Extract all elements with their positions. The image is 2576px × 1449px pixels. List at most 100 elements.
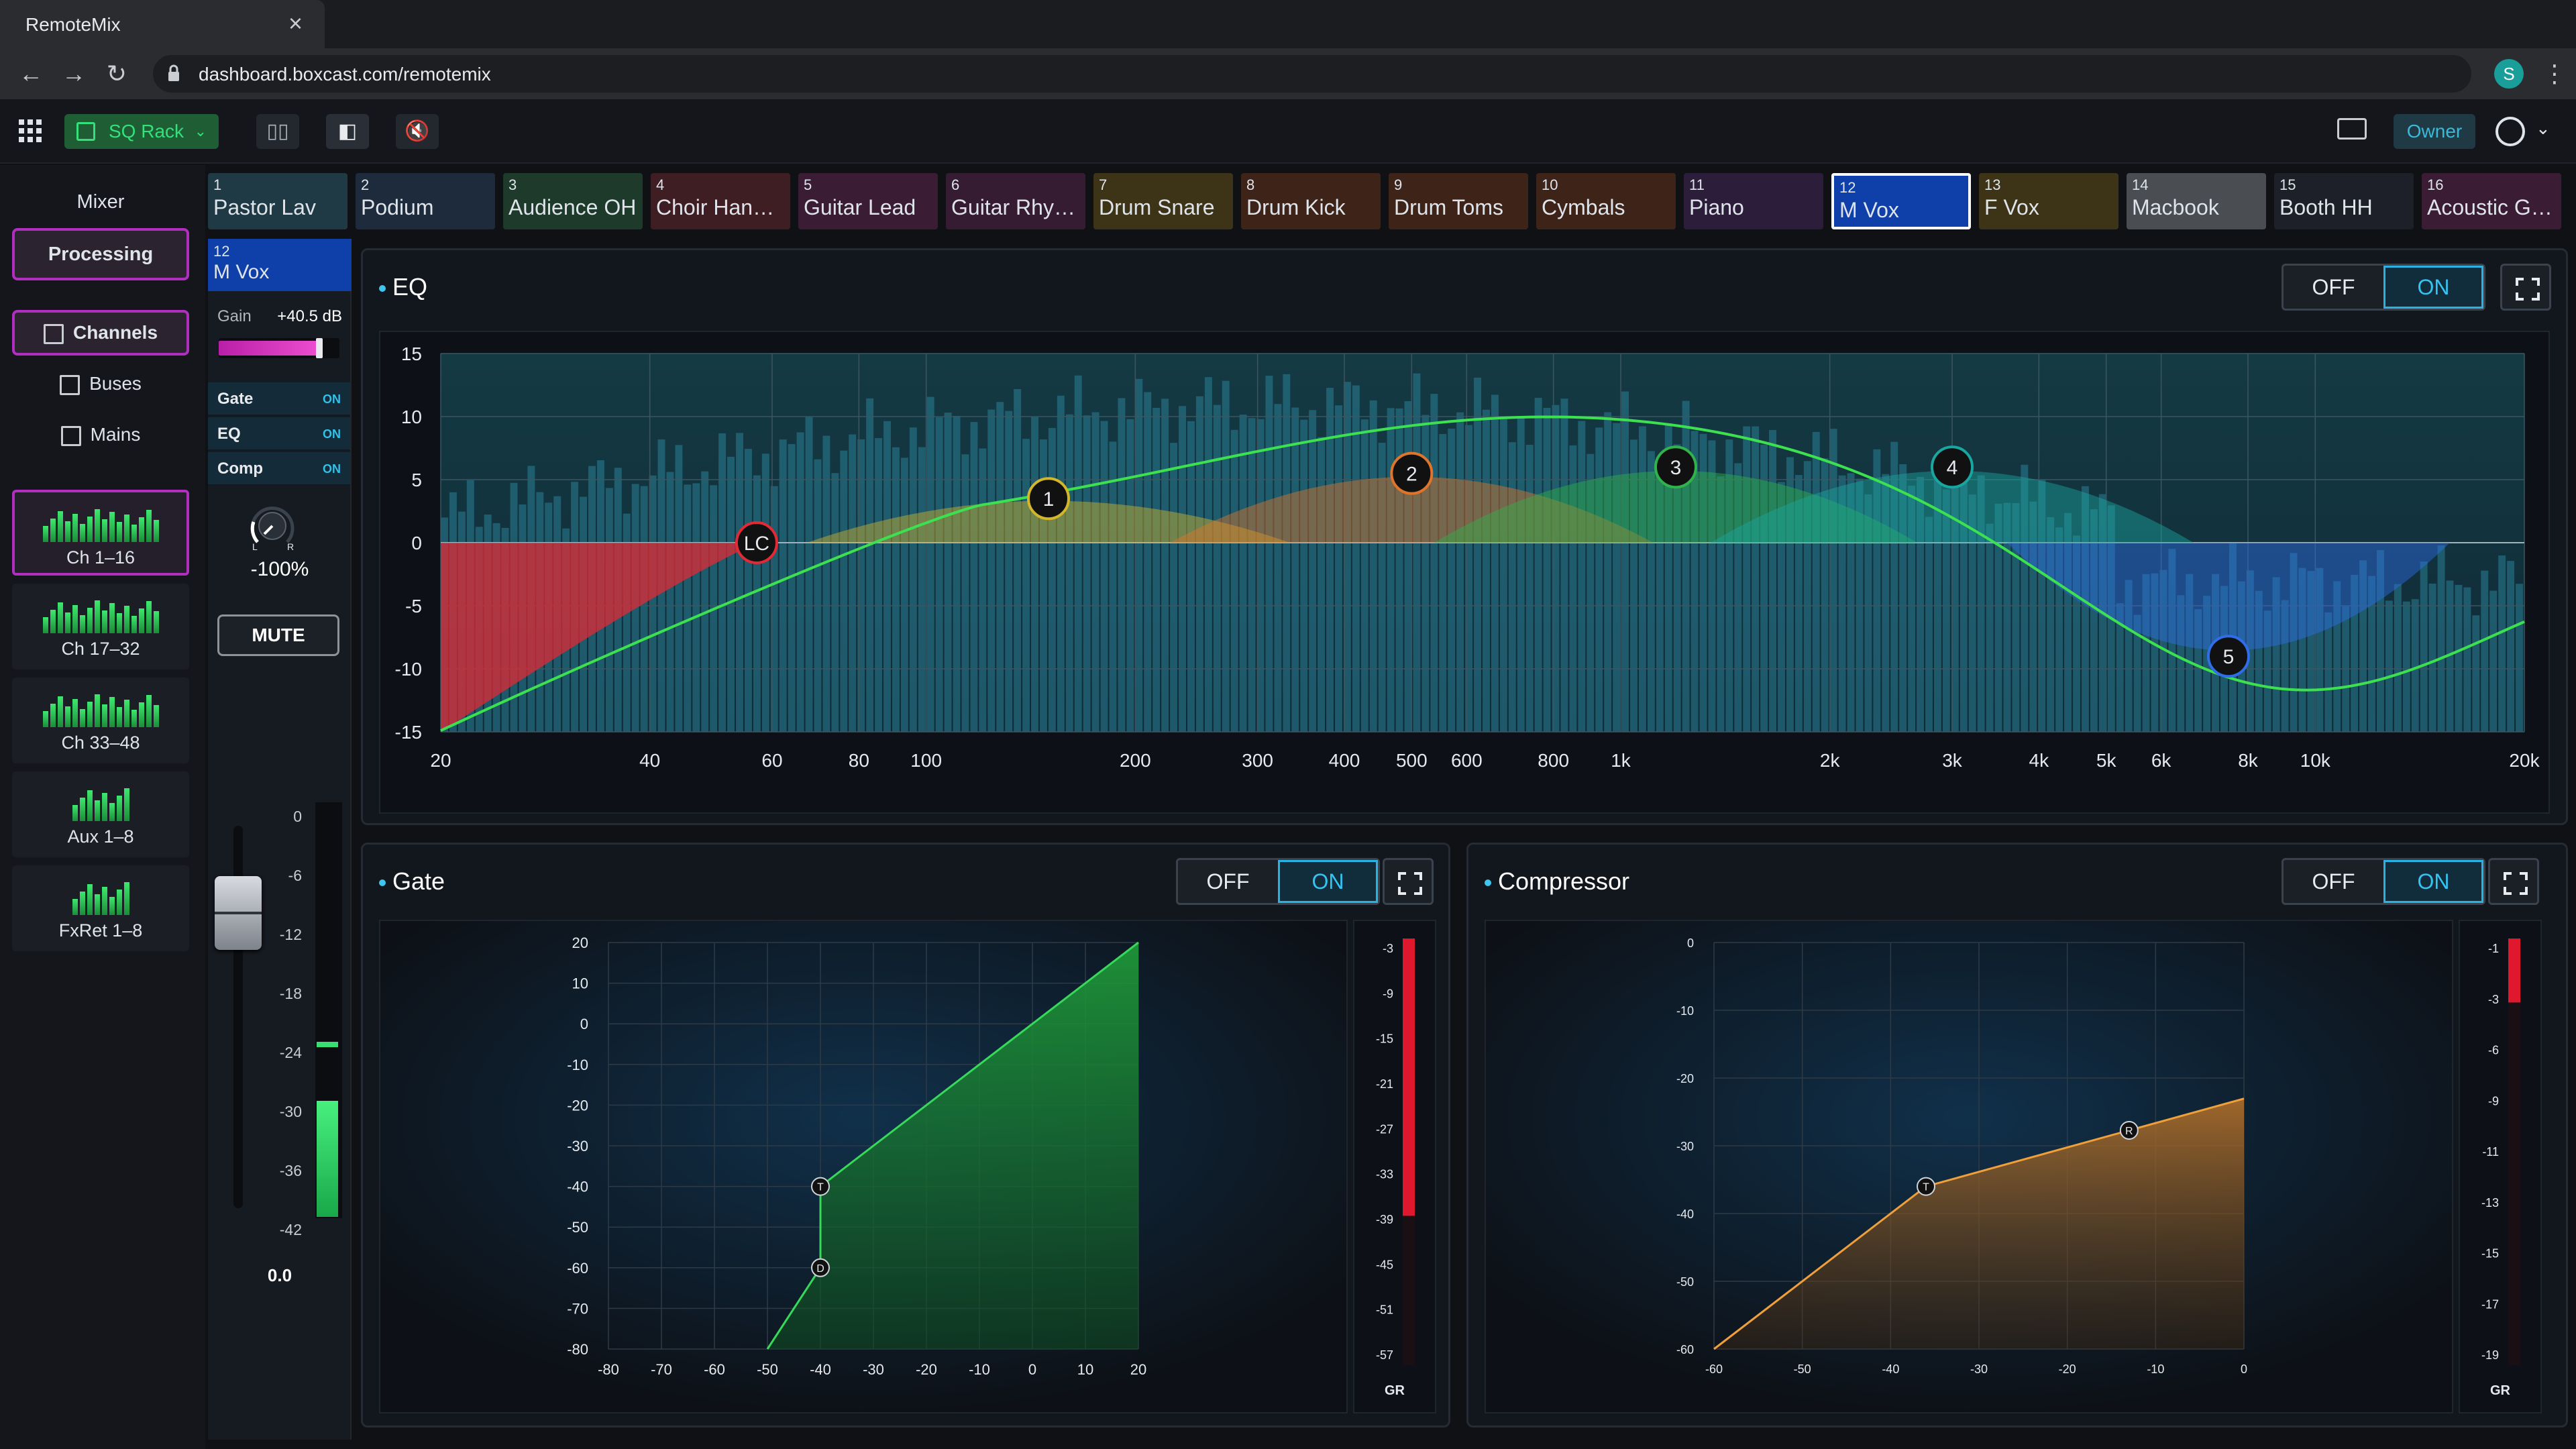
- sidebar-item-channels[interactable]: Channels: [12, 310, 189, 356]
- gate-depth-handle[interactable]: D: [811, 1258, 830, 1277]
- channel-bank[interactable]: Ch 17–32: [12, 584, 189, 669]
- eq-fullscreen-button[interactable]: [2500, 264, 2551, 311]
- eq-spectrum-bar: [1300, 419, 1308, 732]
- layout-toggle-icon[interactable]: ▯▯: [256, 114, 299, 149]
- sidebar-item-buses[interactable]: Buses: [12, 361, 189, 407]
- gate-graph-svg[interactable]: T D -80 -70 -60 -50 -40 -30 -20 -10 0 10 20 20 10 0 -10 -…: [380, 921, 1346, 1412]
- channel-bank[interactable]: Aux 1–8: [12, 771, 189, 857]
- eq-spectrum-bar: [1039, 439, 1047, 732]
- eq-x-tick: 100: [910, 750, 942, 771]
- compressor-ratio-handle-circle[interactable]: [2119, 1120, 2139, 1140]
- reload-icon[interactable]: ↻: [106, 60, 127, 87]
- eq-band-handle-circle[interactable]: [1390, 451, 1434, 495]
- channel-bank[interactable]: FxRet 1–8: [12, 865, 189, 951]
- channel-tab[interactable]: 14 Macbook: [2127, 173, 2266, 229]
- video-off-icon[interactable]: ◧: [326, 114, 369, 149]
- gate-threshold-handle[interactable]: T: [811, 1177, 830, 1196]
- user-account-icon[interactable]: [2496, 117, 2525, 146]
- channel-tab[interactable]: 15 Booth HH: [2274, 173, 2414, 229]
- apps-grid-icon[interactable]: [19, 119, 42, 142]
- channel-tab[interactable]: 5 Guitar Lead: [798, 173, 938, 229]
- channel-bank[interactable]: Ch 1–16: [12, 490, 189, 576]
- compressor-threshold-handle-circle[interactable]: [1917, 1177, 1935, 1196]
- eq-band-handle[interactable]: 3: [1654, 445, 1697, 489]
- compressor-fullscreen-button[interactable]: [2488, 858, 2539, 905]
- url-bar[interactable]: dashboard.boxcast.com/remotemix: [153, 55, 2471, 93]
- eq-off-button[interactable]: OFF: [2312, 275, 2355, 299]
- compressor-graph-svg[interactable]: T R -60 -50 -40 -30 -20 -10 0 0 -10 -20 -30 -40 -50 -60: [1486, 921, 2452, 1412]
- eq-spectrum-bar: [666, 472, 674, 732]
- eq-graph[interactable]: LC 1 2 3 4 5 15 10 5 0 -5 -10 -15 20 40 60 80 100 200 300 40…: [379, 331, 2550, 814]
- eq-spectrum-bar: [1638, 426, 1646, 732]
- channel-bank[interactable]: Ch 33–48: [12, 678, 189, 763]
- eq-band-handle[interactable]: LC: [735, 521, 778, 564]
- eq-band-handle[interactable]: 4: [1930, 445, 1974, 489]
- compressor-on-button[interactable]: ON: [2383, 860, 2483, 903]
- gate-graph[interactable]: T D -80 -70 -60 -50 -40 -30 -20 -10 0 10 20 20 10 0 -10 -…: [379, 920, 1348, 1413]
- rack-selector-button[interactable]: SQ Rack ⌄: [64, 114, 219, 149]
- channel-tab[interactable]: 8 Drum Kick: [1241, 173, 1381, 229]
- gate-depth-handle-circle[interactable]: [811, 1258, 830, 1277]
- sidebar-item-mains[interactable]: Mains: [12, 412, 189, 458]
- channel-tab[interactable]: 9 Drum Toms: [1389, 173, 1528, 229]
- mute-speaker-icon[interactable]: 🔇: [396, 114, 439, 149]
- fader-handle[interactable]: [215, 876, 262, 950]
- channel-tab[interactable]: 3 Audience OH: [503, 173, 643, 229]
- channel-tab[interactable]: 10 Cymbals: [1536, 173, 1676, 229]
- gr-scale-label: -11: [2482, 1145, 2499, 1159]
- eq-band-handle[interactable]: 1: [1026, 477, 1070, 521]
- chevron-down-icon[interactable]: ⌄: [2536, 118, 2551, 138]
- gate-fullscreen-button[interactable]: [1383, 858, 1434, 905]
- eq-band-handle-circle[interactable]: [2206, 635, 2250, 678]
- channel-tab[interactable]: 7 Drum Snare: [1093, 173, 1233, 229]
- eq-band-handle-circle[interactable]: [1654, 445, 1697, 489]
- eq-band-handle-circle[interactable]: [1026, 477, 1070, 521]
- channel-tab[interactable]: 11 Piano: [1684, 173, 1823, 229]
- compressor-x-tick: -50: [1794, 1362, 1811, 1376]
- eq-graph-svg[interactable]: LC 1 2 3 4 5 15 10 5 0 -5 -10 -15 20 40 60 80 100 200 300 40…: [380, 332, 2548, 812]
- back-arrow-icon[interactable]: ←: [19, 60, 43, 87]
- pan-knob[interactable]: L R: [248, 502, 297, 550]
- eq-band-handle[interactable]: 5: [2206, 635, 2250, 678]
- gate-off-button[interactable]: OFF: [1206, 869, 1250, 894]
- eq-spectrum-bar: [2047, 517, 2055, 732]
- channel-tab[interactable]: 4 Choir Hangi...: [651, 173, 790, 229]
- channel-tab[interactable]: 6 Guitar Rhyth...: [946, 173, 1085, 229]
- mute-button[interactable]: MUTE: [217, 614, 339, 656]
- processing-comp-row[interactable]: Comp ON: [208, 452, 350, 486]
- gate-on-button[interactable]: ON: [1278, 860, 1378, 903]
- eq-band-handle-circle[interactable]: [735, 521, 778, 564]
- channel-tab[interactable]: 12 M Vox: [1831, 173, 1971, 229]
- owner-role-button[interactable]: Owner: [2394, 114, 2475, 149]
- gr-scale-label: -9: [2488, 1094, 2499, 1108]
- gate-threshold-handle-circle[interactable]: [811, 1177, 830, 1196]
- eq-band-handle-circle[interactable]: [1930, 445, 1974, 489]
- keyboard-icon[interactable]: [2337, 118, 2367, 140]
- processing-tab[interactable]: Processing: [12, 228, 189, 280]
- eq-spectrum-bar: [2272, 577, 2280, 732]
- browser-tab[interactable]: RemoteMix ×: [0, 0, 325, 48]
- channel-tab[interactable]: 1 Pastor Lav: [208, 173, 347, 229]
- mixer-tab[interactable]: Mixer: [76, 191, 125, 213]
- channel-tab[interactable]: 16 Acoustic Gu...: [2422, 173, 2561, 229]
- gain-handle[interactable]: [316, 338, 323, 358]
- compressor-threshold-handle[interactable]: T: [1917, 1177, 1935, 1196]
- channel-tab[interactable]: 13 F Vox: [1979, 173, 2118, 229]
- channel-tab[interactable]: 2 Podium: [356, 173, 495, 229]
- forward-arrow-icon[interactable]: →: [62, 60, 86, 87]
- bank-meter-bar: [146, 695, 152, 727]
- profile-avatar[interactable]: S: [2494, 59, 2524, 89]
- compressor-ratio-handle[interactable]: R: [2119, 1120, 2139, 1140]
- compressor-graph[interactable]: T R -60 -50 -40 -30 -20 -10 0 0 -10 -20 -30 -40 -50 -60: [1485, 920, 2453, 1413]
- eq-on-button[interactable]: ON: [2383, 266, 2483, 309]
- compressor-gr-meter: -1 -3 -6 -9 -11 -13 -15 -17 -19 GR: [2459, 920, 2542, 1413]
- more-menu-icon[interactable]: ⋮: [2542, 60, 2567, 87]
- gain-slider[interactable]: [219, 338, 339, 358]
- eq-band-handle[interactable]: 2: [1390, 451, 1434, 495]
- processing-gate-row[interactable]: Gate ON: [208, 382, 350, 416]
- close-icon[interactable]: ×: [288, 9, 303, 37]
- eq-spectrum-bar: [2203, 596, 2211, 732]
- processing-eq-row[interactable]: EQ ON: [208, 417, 350, 451]
- eq-spectrum-bar: [1994, 503, 2002, 732]
- compressor-off-button[interactable]: OFF: [2312, 869, 2355, 894]
